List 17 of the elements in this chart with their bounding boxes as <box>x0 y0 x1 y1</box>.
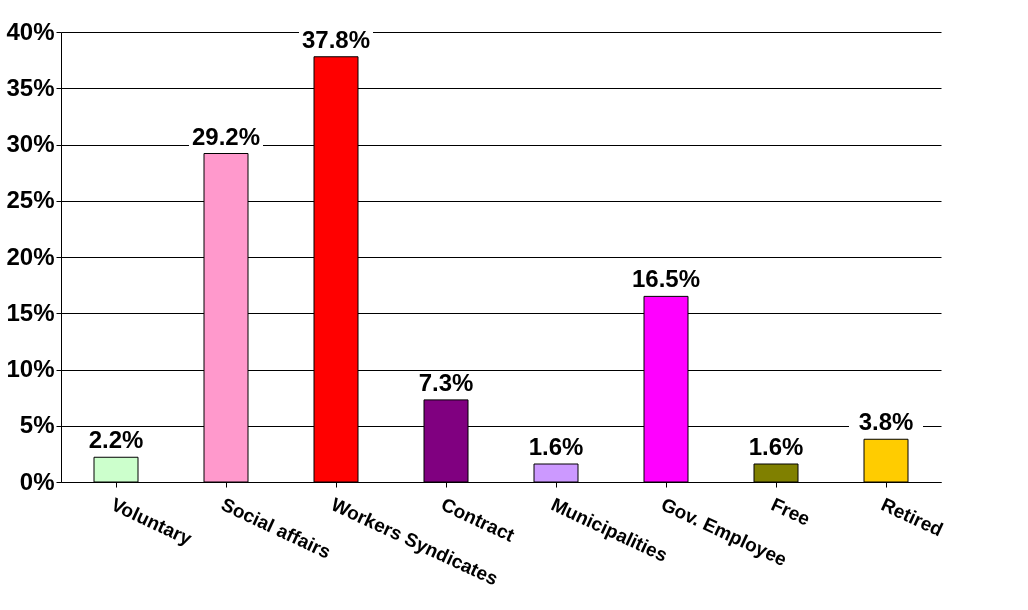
data-label: 16.5% <box>631 265 701 293</box>
data-label: 29.2% <box>191 122 261 150</box>
data-label: 37.8% <box>301 25 371 53</box>
data-label: 1.6% <box>528 433 584 460</box>
y-tick-label: 35% <box>6 73 55 101</box>
y-tick-label: 40% <box>6 17 55 45</box>
data-label: 2.2% <box>88 426 144 454</box>
y-tick-label: 20% <box>6 242 55 270</box>
y-tick-label: 5% <box>19 411 55 439</box>
data-label: 1.6% <box>748 433 804 460</box>
y-tick-label: 10% <box>6 355 55 382</box>
y-tick-label: 15% <box>6 298 55 326</box>
y-tick-label: 0% <box>19 467 55 495</box>
y-tick-label: 25% <box>6 186 55 214</box>
y-tick-label: 30% <box>6 130 55 157</box>
data-label: 3.8% <box>858 408 914 436</box>
data-label: 7.3% <box>418 368 474 396</box>
